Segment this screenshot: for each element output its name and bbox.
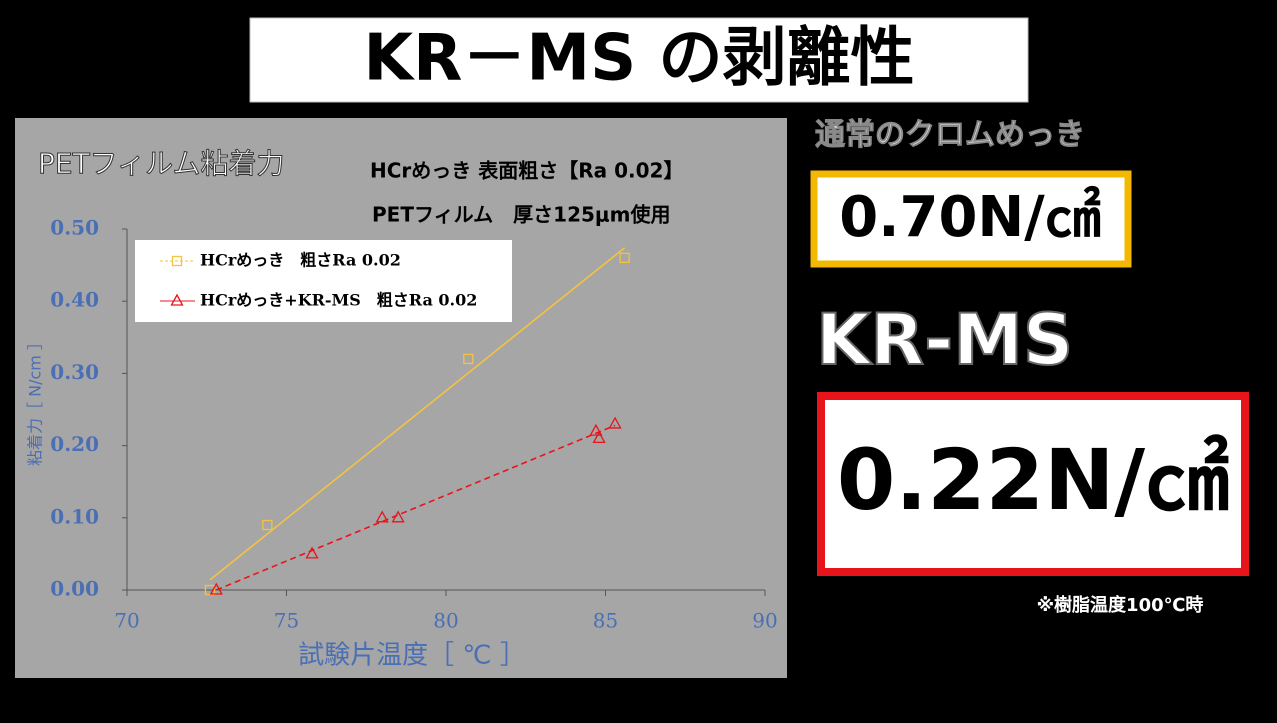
data-point: [592, 431, 606, 444]
x-tick-label: 85: [593, 609, 618, 633]
trendline: [216, 424, 616, 591]
value-box: [810, 170, 1132, 268]
panel-value: 0.70N/㎠: [839, 185, 1101, 250]
x-tick-label: 90: [752, 609, 777, 633]
trendline: [209, 247, 626, 581]
legend-marker: [171, 255, 183, 267]
data-point: [619, 252, 630, 264]
y-tick-label: 0.40: [50, 288, 99, 312]
legend-marker: [170, 293, 184, 306]
y-tick-label: 0.00: [50, 577, 99, 601]
y-tick-label: 0.50: [50, 216, 99, 240]
chart-title: PETフィルム粘着力: [38, 147, 285, 180]
slide-title: KR－MS の剥離性: [364, 22, 915, 96]
data-point: [305, 546, 319, 559]
x-axis-label: 試験片温度［ ℃ ］: [298, 641, 526, 671]
y-tick-label: 0.10: [50, 504, 99, 528]
y-axis-label: 粘着力［ N/cm ］: [26, 334, 45, 466]
chart-panel: [15, 118, 787, 678]
y-tick-label: 0.20: [50, 432, 99, 456]
data-point: [262, 519, 273, 531]
data-point: [589, 423, 603, 436]
annotation: PETフィルム 厚さ125μm使用: [372, 203, 670, 227]
panel-label: KR-MS: [816, 299, 1073, 381]
annotation: HCrめっき 表面粗さ【Ra 0.02】: [370, 159, 683, 183]
panel-label: 通常のクロムめっき: [815, 118, 1085, 153]
note: ※樹脂温度100℃時: [1037, 594, 1204, 616]
x-tick-label: 75: [274, 609, 299, 633]
panel-value: 0.22N/㎠: [837, 431, 1229, 529]
value-box: [817, 392, 1249, 576]
x-tick-label: 70: [114, 609, 139, 633]
data-point: [209, 582, 223, 595]
legend: [135, 240, 512, 322]
data-point: [608, 416, 622, 429]
legend-label: HCrめっき 粗さRa 0.02: [200, 251, 401, 270]
legend-label: HCrめっき+KR-MS 粗さRa 0.02: [200, 291, 477, 310]
data-point: [375, 510, 389, 523]
data-point: [463, 353, 474, 365]
y-tick-label: 0.30: [50, 360, 99, 384]
data-point: [391, 510, 405, 523]
x-tick-label: 80: [433, 609, 458, 633]
title-box: [249, 17, 1029, 103]
